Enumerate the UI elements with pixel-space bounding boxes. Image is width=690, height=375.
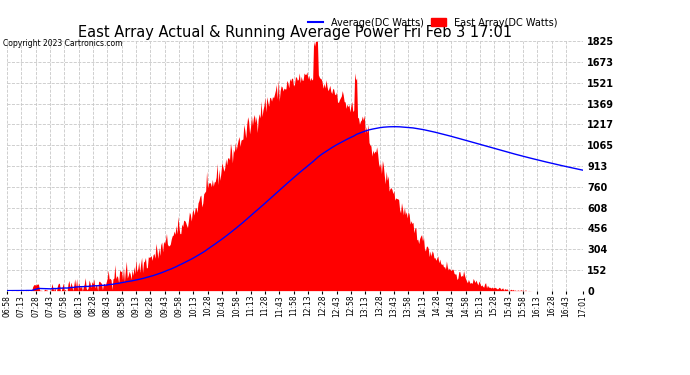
Title: East Array Actual & Running Average Power Fri Feb 3 17:01: East Array Actual & Running Average Powe… <box>78 25 512 40</box>
Legend: Average(DC Watts), East Array(DC Watts): Average(DC Watts), East Array(DC Watts) <box>304 14 561 32</box>
Text: Copyright 2023 Cartronics.com: Copyright 2023 Cartronics.com <box>3 39 123 48</box>
